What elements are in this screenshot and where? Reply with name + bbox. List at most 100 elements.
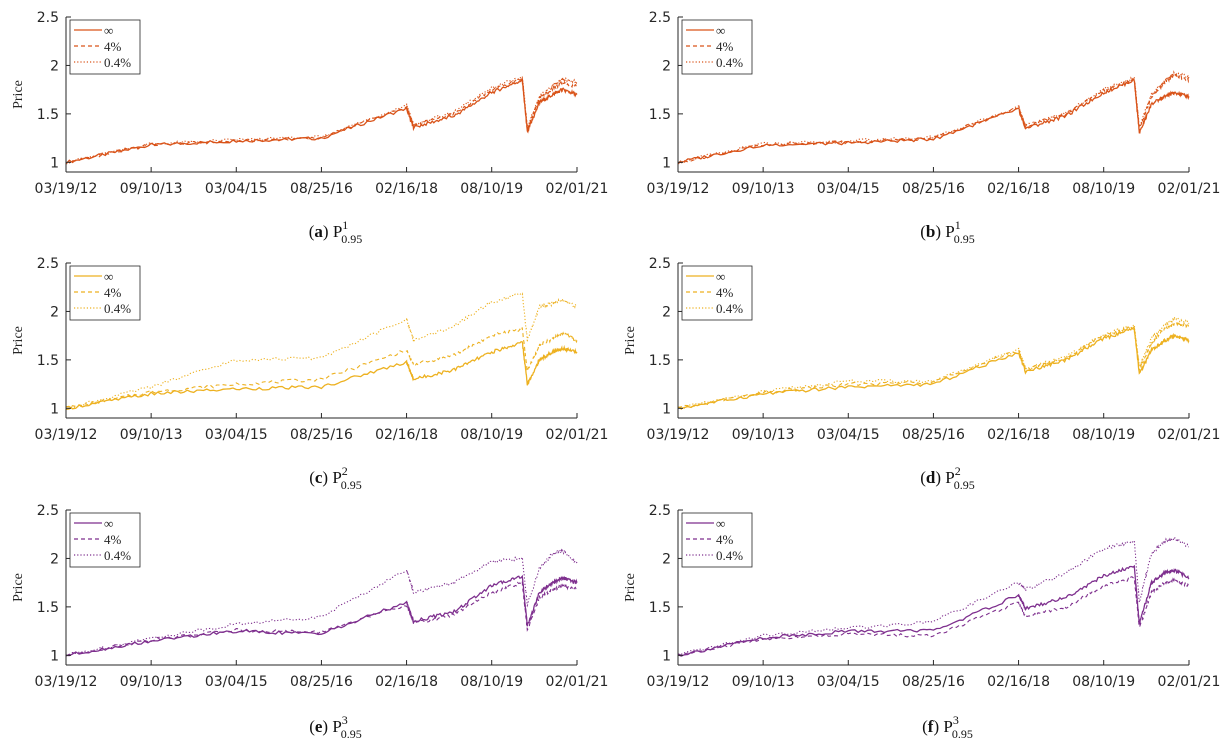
caption-base: P [332,717,341,736]
panel-caption: (d) P2 0.95 [920,464,975,492]
series-line-3 [65,75,578,165]
caption-paren-open: ( [309,222,315,241]
caption-base: P [332,468,341,487]
legend-label: 4% [104,285,122,300]
x-tick-label: 08/10/19 [1072,427,1135,443]
legend-label: ∞ [716,23,725,38]
legend: ∞4%0.4% [681,19,753,75]
x-tick-label: 08/25/16 [902,427,965,443]
caption-paren-close: ) [323,222,333,241]
x-tick-label: 09/10/13 [732,427,795,443]
caption-paren-open: ( [920,468,926,487]
caption-sup: 3 [953,713,959,727]
x-tick-label: 03/04/15 [817,674,880,690]
series-line-2 [677,321,1189,409]
series-group [677,70,1190,165]
legend-label: ∞ [104,269,113,284]
legend-label: ∞ [104,516,113,531]
panel-caption: (b) P1 0.95 [920,218,975,246]
legend-box [681,19,753,75]
series-line-2 [677,73,1190,164]
legend-label: 0.4% [716,55,743,70]
y-axis-label: Price [11,326,26,355]
x-tick-label: 08/25/16 [902,674,965,690]
y-tick-label: 2.5 [37,256,59,272]
legend-label: 0.4% [716,548,743,563]
series-group [65,75,578,165]
caption-sub: 0.95 [341,478,362,492]
caption-sup: 2 [342,464,348,478]
caption-base: P [945,222,954,241]
x-tick-label: 02/01/21 [1158,674,1221,690]
y-tick-label: 2.5 [649,256,671,272]
series-line-1 [66,341,578,410]
caption-label: f [928,717,934,736]
series-line-3 [65,548,578,656]
caption-sup: 3 [342,713,348,727]
series-group [677,316,1190,410]
panel-caption: (e) P3 0.95 [309,713,362,741]
y-tick-label: 1 [50,155,59,171]
y-axis-label: Price [623,573,638,602]
legend: ∞4%0.4% [681,265,753,321]
series-line-3 [677,70,1190,165]
caption-paren-open: ( [922,717,928,736]
legend: ∞4%0.4% [69,512,141,568]
series-group [677,536,1190,657]
x-tick-label: 02/01/21 [546,427,609,443]
y-tick-label: 2 [662,304,671,320]
caption-paren-open: ( [309,717,315,736]
caption-label: c [315,468,323,487]
x-tick-label: 08/10/19 [460,674,523,690]
x-tick-label: 02/16/18 [987,181,1050,197]
panel-f: 1 1.5 2 2.5 03/19/12 09/10/13 03/04/15 08/25/16… [623,503,1220,741]
y-axis-label: Price [11,573,26,602]
caption-label: a [314,222,323,241]
caption-sub: 0.95 [954,478,975,492]
x-tick-label: 08/25/16 [902,181,965,197]
y-tick-label: 2.5 [37,503,59,519]
legend-label: 4% [104,532,122,547]
x-tick-label: 02/01/21 [1158,427,1221,443]
caption-paren-close: ) [322,468,332,487]
y-tick-label: 1.5 [649,600,671,616]
x-tick-label: 02/01/21 [1158,181,1221,197]
y-tick-label: 1.5 [37,107,59,123]
x-tick-label: 02/16/18 [987,674,1050,690]
x-tick-label: 03/19/12 [35,427,98,443]
series-line-1 [65,78,578,165]
legend-label: ∞ [716,269,725,284]
series-group [65,292,578,411]
y-tick-label: 2.5 [649,503,671,519]
caption-sup: 1 [955,218,961,232]
caption-base: P [945,468,954,487]
x-tick-label: 09/10/13 [120,181,183,197]
y-tick-label: 1 [50,648,59,664]
y-tick-label: 2 [50,551,59,567]
x-tick-label: 09/10/13 [120,427,183,443]
legend-label: 0.4% [104,55,131,70]
legend-label: 0.4% [104,548,131,563]
panel-c: 1 1.5 2 2.5 03/19/12 09/10/13 03/04/15 08/25/16… [11,256,608,492]
panel-caption: (a) P1 0.95 [309,218,363,246]
x-tick-label: 03/04/15 [205,427,268,443]
legend-label: 0.4% [716,301,743,316]
legend: ∞4%0.4% [69,265,141,321]
legend: ∞4%0.4% [681,512,753,568]
x-tick-label: 03/04/15 [205,181,268,197]
y-tick-label: 2 [662,58,671,74]
x-tick-label: 03/19/12 [647,674,710,690]
x-tick-label: 02/16/18 [375,674,438,690]
caption-sup: 1 [342,218,348,232]
legend-label: 4% [716,285,734,300]
caption-paren-close: ) [933,717,943,736]
y-tick-label: 2 [50,304,59,320]
x-tick-label: 02/16/18 [987,427,1050,443]
caption-paren-close: ) [935,222,945,241]
panel-a: 1 1.5 2 2.5 03/19/12 09/10/13 03/04/15 08/25/16… [11,10,608,246]
x-tick-label: 09/10/13 [732,674,795,690]
legend-label: 4% [716,532,734,547]
caption-base: P [943,717,952,736]
caption-label: d [926,468,936,487]
